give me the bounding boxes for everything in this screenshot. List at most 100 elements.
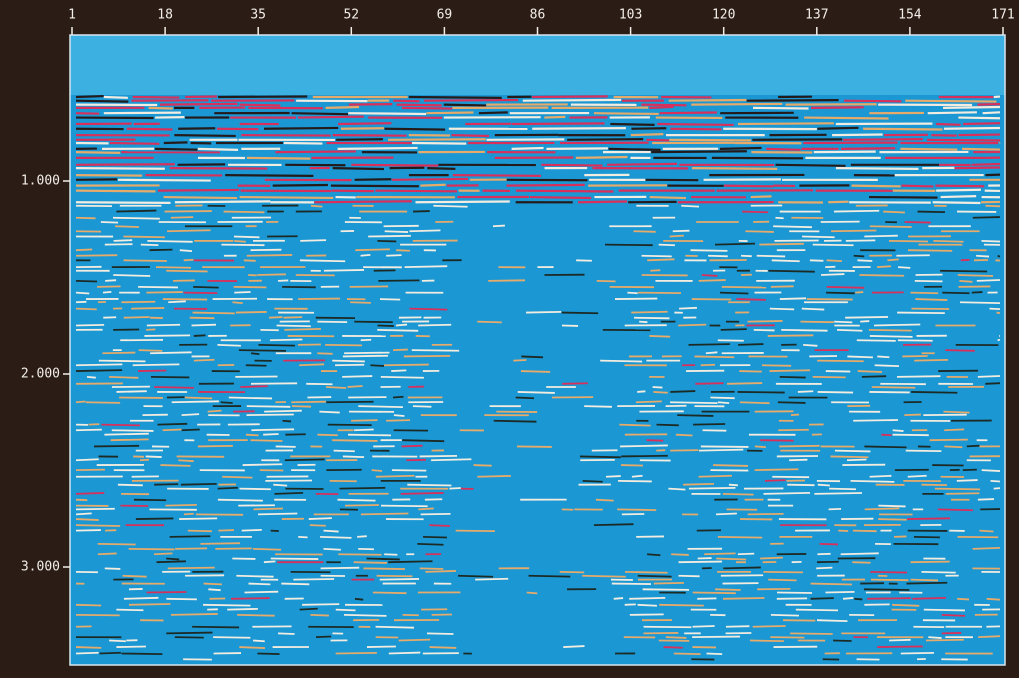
- y-tick-label: 1.000: [21, 174, 60, 189]
- reflector: [677, 414, 714, 417]
- reflector: [102, 351, 136, 355]
- reflector: [183, 291, 218, 295]
- reflector: [167, 229, 211, 233]
- reflector: [683, 482, 714, 486]
- reflector: [927, 111, 977, 115]
- reflector: [705, 351, 718, 355]
- reflector: [239, 646, 265, 649]
- reflector: [269, 338, 303, 342]
- reflector: [817, 483, 830, 487]
- reflector: [264, 409, 302, 413]
- reflector: [237, 613, 275, 617]
- reflector: [317, 352, 333, 355]
- reflector: [418, 323, 452, 327]
- reflector: [360, 512, 409, 516]
- reflector: [257, 652, 280, 655]
- reflector: [308, 517, 332, 520]
- reflector: [657, 122, 734, 127]
- reflector: [773, 225, 812, 229]
- reflector: [109, 375, 139, 379]
- reflector: [493, 419, 537, 423]
- reflector: [852, 561, 871, 564]
- reflector: [637, 390, 646, 393]
- reflector: [977, 498, 995, 501]
- reflector: [678, 323, 707, 327]
- reflector: [246, 156, 311, 160]
- reflector: [857, 370, 883, 373]
- reflector: [901, 184, 934, 188]
- reflector: [238, 349, 286, 352]
- reflector: [97, 552, 117, 556]
- reflector: [457, 574, 494, 578]
- reflector: [75, 428, 102, 432]
- reflector: [770, 285, 794, 288]
- reflector: [384, 363, 429, 367]
- reflector: [104, 567, 121, 570]
- reflector: [747, 512, 784, 516]
- reflector: [203, 582, 222, 586]
- reflector: [380, 375, 424, 379]
- reflector: [864, 445, 907, 449]
- reflector: [274, 491, 304, 495]
- reflector: [659, 111, 717, 115]
- reflector: [671, 553, 689, 556]
- reflector: [779, 375, 806, 379]
- reflector: [695, 382, 724, 385]
- reflector: [869, 474, 892, 478]
- reflector: [207, 409, 222, 413]
- reflector: [157, 188, 239, 192]
- reflector: [647, 258, 675, 262]
- reflector: [665, 636, 687, 639]
- reflector: [396, 103, 442, 107]
- reflector: [861, 375, 887, 378]
- reflector: [972, 216, 1000, 219]
- reflector: [874, 364, 900, 368]
- reflector: [75, 279, 98, 283]
- reflector: [411, 141, 467, 145]
- reflector: [513, 359, 527, 362]
- reflector: [126, 127, 173, 131]
- reflector: [319, 410, 340, 414]
- reflector: [928, 636, 942, 639]
- reflector: [876, 265, 892, 269]
- reflector: [218, 95, 308, 99]
- reflector: [940, 195, 977, 199]
- reflector: [218, 529, 234, 532]
- reflector: [816, 566, 833, 570]
- reflector: [297, 115, 364, 119]
- reflector: [769, 369, 811, 372]
- reflector: [690, 249, 728, 252]
- reflector: [629, 596, 666, 600]
- reflector: [225, 173, 314, 177]
- reflector: [637, 603, 657, 607]
- reflector: [98, 359, 146, 363]
- reflector: [819, 542, 839, 546]
- reflector: [335, 608, 356, 612]
- reflector: [722, 492, 754, 496]
- reflector: [642, 588, 690, 591]
- reflector: [936, 188, 981, 192]
- reflector: [672, 229, 690, 233]
- reflector: [926, 138, 1001, 142]
- reflector: [75, 216, 96, 220]
- reflector: [183, 512, 194, 516]
- reflector: [75, 518, 99, 521]
- reflector: [243, 259, 256, 262]
- reflector: [192, 311, 235, 315]
- reflector: [75, 524, 121, 527]
- reflector: [418, 507, 434, 511]
- reflector: [371, 469, 383, 472]
- reflector: [737, 552, 755, 556]
- reflector: [737, 391, 785, 394]
- reflector: [475, 577, 509, 581]
- reflector: [170, 613, 218, 616]
- reflector: [833, 209, 880, 213]
- reflector: [348, 433, 392, 437]
- reflector: [191, 323, 216, 327]
- reflector: [148, 106, 173, 110]
- reflector: [653, 391, 668, 394]
- reflector: [931, 134, 957, 137]
- reflector: [393, 99, 420, 103]
- reflector: [826, 259, 842, 263]
- reflector: [678, 560, 722, 564]
